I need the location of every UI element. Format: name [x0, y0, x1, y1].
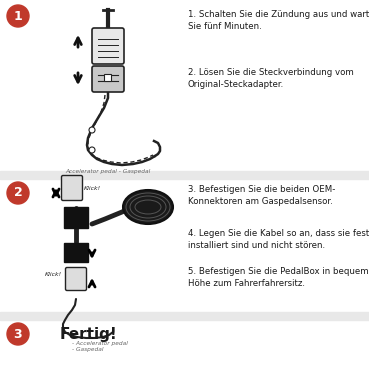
FancyBboxPatch shape	[66, 268, 86, 290]
Text: 1. Schalten Sie die Zündung aus und warten
Sie fünf Minuten.: 1. Schalten Sie die Zündung aus und wart…	[188, 10, 369, 31]
Text: 1: 1	[14, 10, 23, 23]
Circle shape	[89, 127, 95, 133]
Bar	[0, 171, 369, 179]
Text: 3: 3	[14, 328, 22, 341]
Circle shape	[7, 5, 29, 27]
Bar	[0, 312, 369, 320]
Circle shape	[7, 323, 29, 345]
FancyBboxPatch shape	[64, 243, 88, 262]
FancyBboxPatch shape	[92, 28, 124, 64]
Text: 5. Befestigen Sie die PedalBox in bequemer
Höhe zum Fahrerfahrersitz.: 5. Befestigen Sie die PedalBox in bequem…	[188, 267, 369, 288]
Text: Fertig!: Fertig!	[60, 327, 118, 341]
Text: Accelerator pedal - Gaspedal: Accelerator pedal - Gaspedal	[65, 169, 151, 174]
Text: 2. Lösen Sie die Steckverbindung vom
Original-Steckadapter.: 2. Lösen Sie die Steckverbindung vom Ori…	[188, 68, 354, 89]
FancyBboxPatch shape	[92, 66, 124, 92]
FancyBboxPatch shape	[103, 73, 110, 80]
Circle shape	[89, 147, 95, 153]
FancyBboxPatch shape	[64, 207, 88, 228]
Circle shape	[7, 182, 29, 204]
Text: Klick!: Klick!	[45, 272, 62, 276]
Text: - Accelerator pedal: - Accelerator pedal	[72, 341, 128, 346]
Text: 2: 2	[14, 186, 23, 200]
Text: - Gaspedal: - Gaspedal	[72, 347, 103, 352]
Text: 3. Befestigen Sie die beiden OEM-
Konnektoren am Gaspedalsensor.: 3. Befestigen Sie die beiden OEM- Konnek…	[188, 185, 335, 206]
Text: 4. Legen Sie die Kabel so an, dass sie fest
installiert sind und nicht stören.: 4. Legen Sie die Kabel so an, dass sie f…	[188, 229, 369, 250]
Text: Klick!: Klick!	[84, 186, 101, 192]
Ellipse shape	[123, 190, 173, 224]
FancyBboxPatch shape	[62, 176, 83, 200]
